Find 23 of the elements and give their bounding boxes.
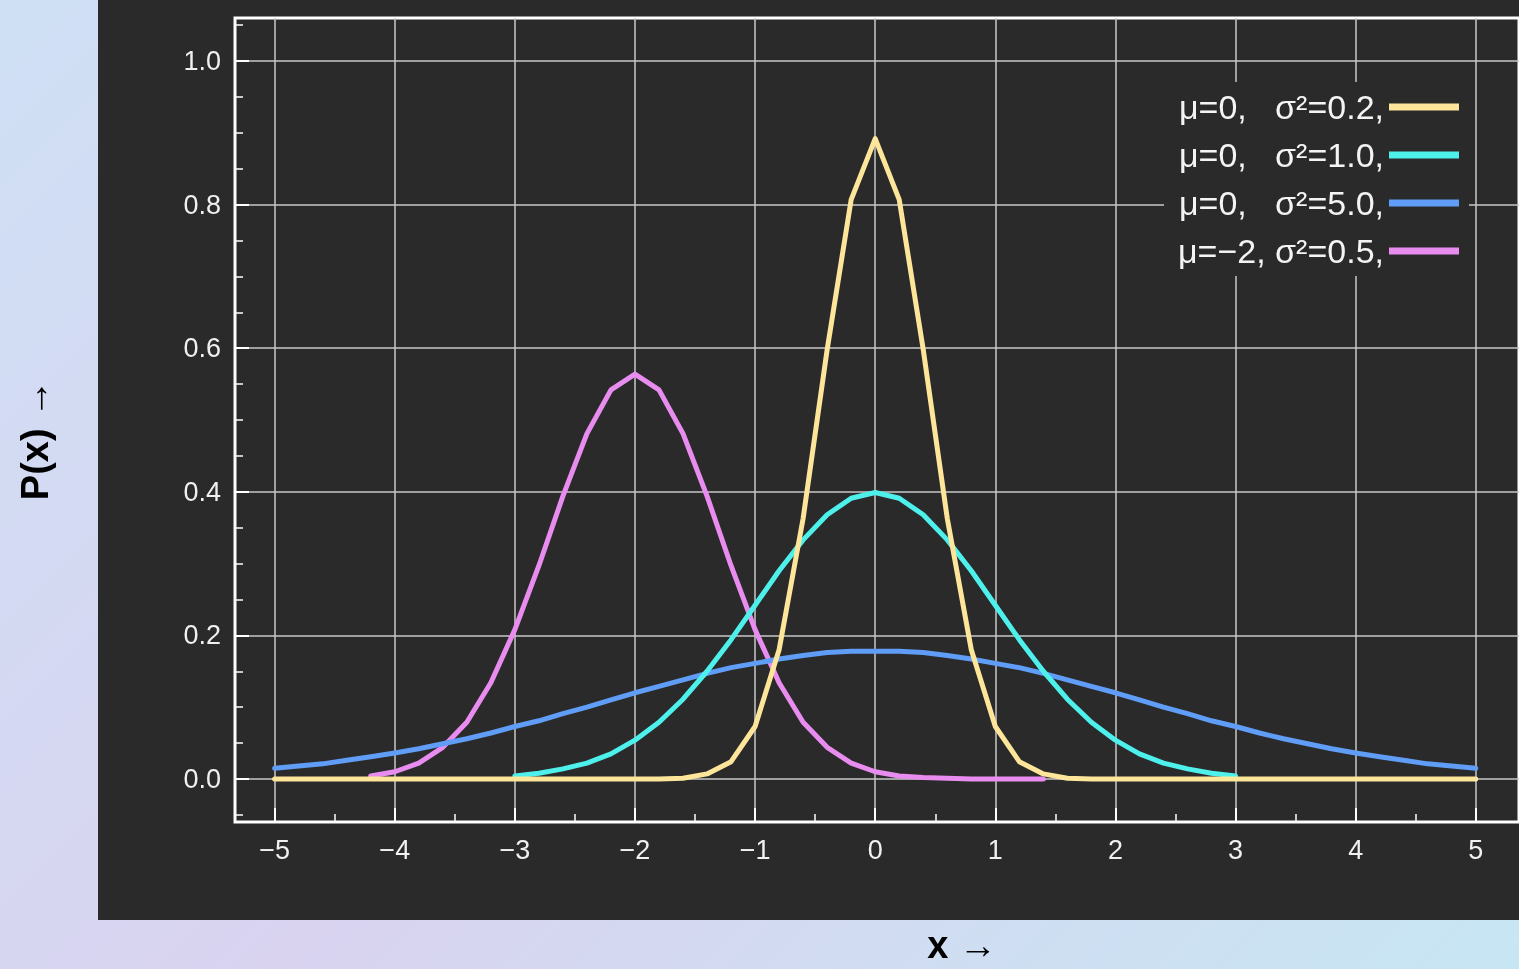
y-axis-title: P(x) → (13, 379, 57, 501)
x-tick-label: −5 (259, 834, 291, 865)
x-tick-label: −4 (379, 834, 411, 865)
y-tick-label: 0.8 (183, 189, 221, 220)
x-tick-label: 5 (1468, 834, 1484, 865)
legend-label: μ=0, σ²=1.0, (1178, 136, 1384, 174)
y-tick-label: 1.0 (183, 46, 221, 77)
legend-label: μ=0, σ²=0.2, (1178, 88, 1384, 126)
legend-label: μ=0, σ²=5.0, (1178, 184, 1384, 222)
x-axis-title: x → (927, 923, 997, 967)
y-tick-label: 0.0 (183, 763, 221, 794)
legend-label: μ=−2, σ²=0.5, (1178, 232, 1384, 270)
y-tick-label: 0.2 (183, 620, 221, 651)
x-tick-label: −1 (739, 834, 771, 865)
x-tick-label: −3 (499, 834, 531, 865)
x-tick-label: 1 (987, 834, 1003, 865)
x-tick-label: 0 (867, 834, 883, 865)
x-tick-label: 2 (1107, 834, 1123, 865)
y-tick-label: 0.6 (183, 333, 221, 364)
x-tick-label: 4 (1348, 834, 1364, 865)
x-tick-label: −2 (619, 834, 651, 865)
x-tick-label: 3 (1228, 834, 1244, 865)
y-tick-label: 0.4 (183, 476, 221, 507)
